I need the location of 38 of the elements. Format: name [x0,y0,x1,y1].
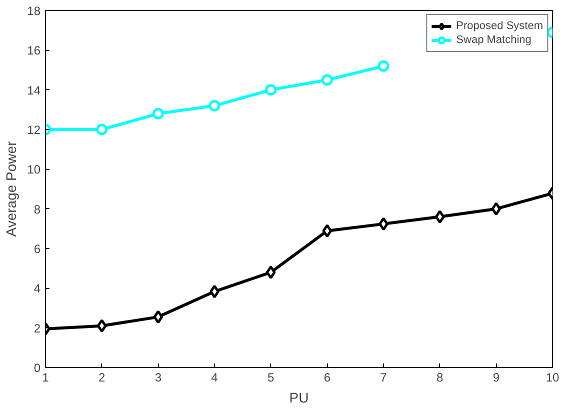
y-tick-label: 14 [27,83,41,98]
x-tick-label: 9 [492,370,500,384]
point [152,108,164,120]
point [434,210,445,224]
x-tick-label: 8 [436,370,444,384]
x-tick-label: 3 [154,370,162,384]
y-tick-label: 6 [34,242,41,256]
y-tick-label: 2 [34,321,41,336]
point [378,60,390,72]
x-tick-label: 6 [324,370,331,384]
y-tick-label: 12 [27,123,41,137]
point [266,266,276,280]
point [322,224,332,238]
y-tick-label: 16 [27,44,41,58]
legend-label: Swap Matching [456,33,532,47]
x-tick-label: 5 [267,370,274,384]
x-axis-title: PU [289,390,309,406]
y-tick-label: 18 [27,4,41,18]
point [491,202,502,216]
x-tick-label: 7 [380,370,388,384]
y-tick-label: 4 [34,282,41,296]
y-tick-label: 0 [34,361,41,375]
point [96,124,108,136]
x-tick-label: 2 [98,370,106,384]
point [378,217,388,231]
point [321,74,333,86]
y-axis-title: Average Power [3,140,20,237]
point [265,84,277,96]
point [153,310,164,324]
x-tick-label: 4 [211,370,218,384]
point [208,100,220,112]
point [210,284,220,298]
x-tick-label: 10 [546,370,560,384]
y-tick-label: 8 [34,202,41,216]
legend-label: Proposed System [456,19,543,33]
point [96,319,107,333]
x-tick-label: 1 [42,370,50,384]
y-tick-label: 10 [27,162,41,177]
